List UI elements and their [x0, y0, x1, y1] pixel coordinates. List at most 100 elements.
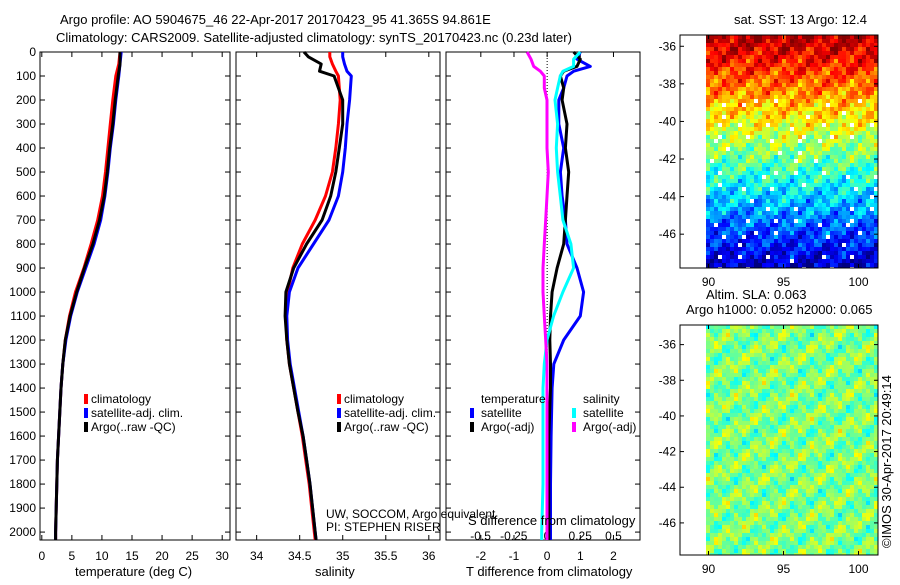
y-tick-label: 300 [16, 117, 36, 131]
legend-label: satellite [583, 406, 624, 420]
y-tick-label: 800 [16, 237, 36, 251]
legend-label: climatology [91, 392, 151, 406]
x-tick-label: 25 [185, 549, 199, 563]
temperature-legend: climatology satellite-adj. clim. Argo(..… [84, 392, 183, 434]
x-tick-label: 35.5 [374, 549, 398, 563]
legend-swatch-s-satellite [572, 408, 576, 418]
temperature-xlabel: temperature (deg C) [75, 564, 192, 579]
y-tick-label: -40 [659, 114, 677, 128]
x-tick-label: 100 [848, 275, 868, 289]
x-tick-label: 90 [702, 562, 716, 576]
x-tick-label: 20 [155, 549, 169, 563]
legend-label: Argo(-adj) [481, 420, 534, 434]
x-tick-label: -2 [475, 549, 486, 563]
y-tick-label: 600 [16, 189, 36, 203]
sla-field [706, 325, 878, 555]
y-tick-label: -40 [659, 409, 677, 423]
legend-label: Argo(..raw -QC) [344, 420, 429, 434]
sst-field [706, 35, 878, 268]
legend-label: climatology [344, 392, 404, 406]
y-tick-label: -44 [659, 190, 677, 204]
x-tick-label: 30 [216, 549, 230, 563]
legend-swatch-t-argo [470, 422, 474, 432]
y-tick-label: 1000 [9, 285, 36, 299]
credit-line2: PI: STEPHEN RISER [326, 520, 441, 534]
y-tick-label: 1300 [9, 357, 36, 371]
x-tick-label: 5 [69, 549, 76, 563]
x-tick-label: 34.5 [288, 549, 312, 563]
figure-title-line1: Argo profile: AO 5904675_46 22-Apr-2017 … [60, 12, 491, 27]
series-line-argo-raw-qc- [285, 52, 343, 540]
legend-swatch-argo [84, 422, 88, 432]
x-tick-label: 100 [848, 562, 868, 576]
s-x-tick-label: 0.25 [569, 529, 593, 543]
legend-swatch-climatology [337, 394, 341, 404]
sla-map-title-line1: Altim. SLA: 0.063 [706, 287, 806, 302]
legend-label: Argo(..raw -QC) [91, 420, 176, 434]
y-tick-label: 400 [16, 141, 36, 155]
series-line-climatology [286, 52, 340, 540]
y-tick-label: -42 [659, 445, 677, 459]
y-tick-label: -46 [659, 227, 677, 241]
y-tick-label: 1800 [9, 477, 36, 491]
legend-swatch-s-argo [572, 422, 576, 432]
y-tick-label: -44 [659, 480, 677, 494]
x-tick-label: 2 [610, 549, 617, 563]
y-tick-label: -36 [659, 338, 677, 352]
series-line-argo-adj- [549, 52, 581, 540]
y-tick-label: 1600 [9, 429, 36, 443]
t-diff-xlabel: T difference from climatology [466, 564, 633, 579]
y-tick-label: 500 [16, 165, 36, 179]
y-tick-label: 1200 [9, 333, 36, 347]
y-tick-label: 1500 [9, 405, 36, 419]
y-tick-label: 700 [16, 213, 36, 227]
legend-swatch-t-satellite [470, 408, 474, 418]
s-x-tick-label: 0.5 [605, 529, 622, 543]
legend-label: satellite-adj. clim. [91, 406, 183, 420]
y-tick-label: -36 [659, 39, 677, 53]
sla-map-title-line2: Argo h1000: 0.052 h2000: 0.065 [686, 302, 873, 317]
y-tick-label: -38 [659, 373, 677, 387]
x-tick-label: 34 [250, 549, 264, 563]
y-tick-label: 1100 [10, 309, 36, 323]
figure-title-line2: Climatology: CARS2009. Satellite-adjuste… [56, 30, 572, 45]
x-tick-label: 0 [544, 549, 551, 563]
s-x-tick-label: -0.5 [470, 529, 491, 543]
legend-swatch-satellite [337, 408, 341, 418]
y-tick-label: -38 [659, 77, 677, 91]
temperature-panel: 0 100 200 300 400 500 600 700 800 900 1000 1100 1200… [9, 45, 230, 563]
credit-line1: UW, SOCCOM, Argo equivalent [326, 507, 496, 521]
sst-map-title: sat. SST: 13 Argo: 12.4 [734, 12, 867, 27]
y-tick-label: 1900 [9, 501, 36, 515]
series-line-argo-adj- [527, 52, 548, 540]
x-tick-label: -1 [509, 549, 520, 563]
y-tick-label: 1700 [9, 453, 36, 467]
y-tick-label: -46 [659, 516, 677, 530]
y-tick-label: 200 [16, 93, 36, 107]
x-tick-label: 15 [125, 549, 139, 563]
x-tick-label: 35 [336, 549, 350, 563]
legend-label: satellite-adj. clim. [344, 406, 436, 420]
y-tick-label: 2000 [9, 525, 36, 539]
y-tick-label: 100 [16, 69, 36, 83]
y-tick-label: 900 [16, 261, 36, 275]
legend-label: Argo(-adj) [583, 420, 636, 434]
salinity-panel: 34 34.5 35 35.5 36 [236, 52, 440, 563]
legend-title-salinity: salinity [583, 392, 620, 406]
salinity-legend: climatology satellite-adj. clim. Argo(..… [337, 392, 436, 434]
sla-map: 90 95 100 -36 -38 -40 -42 -44 -46 [659, 325, 878, 576]
y-tick-label: 1400 [9, 381, 36, 395]
legend-title-temperature: temperature [481, 392, 546, 406]
x-tick-label: 10 [95, 549, 109, 563]
y-tick-label: -42 [659, 152, 677, 166]
salinity-xlabel: salinity [315, 564, 355, 579]
imos-stamp: ©IMOS 30-Apr-2017 20:49:14 [879, 375, 894, 548]
y-tick-label: 0 [29, 45, 36, 59]
x-tick-label: 36 [422, 549, 436, 563]
legend-swatch-argo [337, 422, 341, 432]
x-tick-label: 95 [777, 562, 791, 576]
legend-label: satellite [481, 406, 522, 420]
